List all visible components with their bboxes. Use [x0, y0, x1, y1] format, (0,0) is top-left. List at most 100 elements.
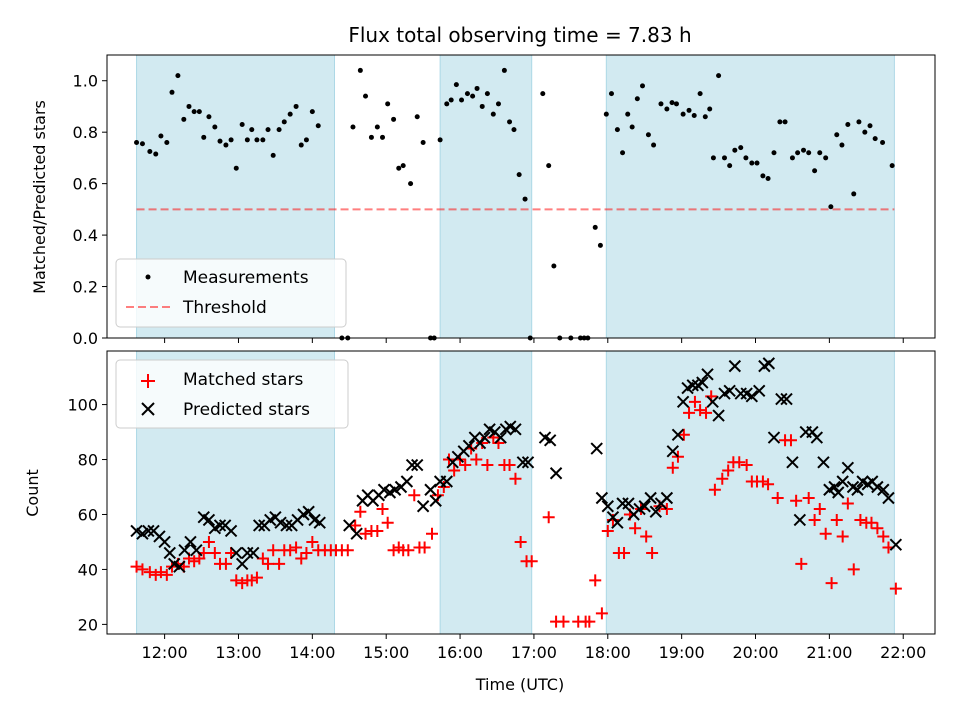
- matched-point: [708, 483, 721, 496]
- bottom-y-tick-label: 20: [78, 615, 98, 634]
- top-panel: 0.0 0.2 0.4 0.6 0.8 1.0 Matched/Predicted sta…: [30, 54, 936, 348]
- top-window-2: [439, 54, 533, 339]
- predicted-point: [516, 456, 530, 469]
- predicted-point: [762, 357, 776, 370]
- matched-point: [722, 464, 735, 477]
- measurement-point: [363, 93, 369, 99]
- matched-point: [349, 519, 362, 532]
- top-window-3: [605, 54, 895, 339]
- matched-point: [688, 395, 701, 408]
- measurement-point: [620, 150, 626, 156]
- predicted-point: [660, 491, 674, 505]
- legend-matched-marker: [141, 374, 155, 388]
- predicted-point: [280, 519, 293, 532]
- measurement-point: [551, 263, 557, 269]
- measurement-point: [658, 101, 664, 107]
- measurement-point: [546, 163, 552, 169]
- measurement-point: [164, 139, 170, 145]
- measurement-point: [501, 67, 507, 73]
- predicted-point: [810, 431, 824, 444]
- measurement-point: [702, 114, 708, 120]
- predicted-point: [595, 491, 609, 505]
- predicted-point: [828, 480, 841, 494]
- measurement-point: [511, 127, 517, 133]
- predicted-point: [728, 359, 742, 373]
- predicted-point: [817, 456, 830, 469]
- bottom-panel: 20 40 60 80 100 12:00 13:00 14:00 15:00 16:00 17:…: [23, 350, 936, 694]
- measurement-point: [244, 137, 250, 143]
- measurement-point: [495, 101, 501, 107]
- predicted-point: [793, 513, 807, 527]
- measurement-point: [444, 101, 450, 107]
- measurement-point: [707, 106, 713, 112]
- top-y-axis-label: Matched/Predicted stars: [30, 100, 49, 294]
- measurement-point: [396, 165, 402, 171]
- measurement-point: [834, 132, 840, 138]
- measurement-point: [217, 138, 223, 144]
- matched-point: [790, 494, 803, 507]
- predicted-point: [241, 546, 254, 560]
- measurement-point: [201, 134, 207, 140]
- bottom-window-2: [439, 350, 533, 635]
- predicted-point: [247, 546, 260, 560]
- measurement-point: [474, 85, 480, 91]
- matched-point: [514, 535, 527, 548]
- matched-point: [666, 461, 679, 474]
- legend-matched-label: Matched stars: [183, 370, 303, 390]
- predicted-point: [184, 535, 197, 549]
- predicted-point: [190, 543, 203, 557]
- matched-point: [583, 615, 596, 628]
- measurement-point: [697, 91, 703, 97]
- measurement-point: [592, 224, 598, 230]
- matched-point: [825, 577, 838, 590]
- measurement-point: [139, 141, 145, 147]
- predicted-point: [706, 395, 719, 409]
- measurement-point: [175, 73, 181, 79]
- x-tick-label: 18:00: [585, 643, 631, 662]
- matched-point: [250, 571, 263, 584]
- top-legend: Measurements Threshold: [115, 258, 347, 328]
- measurement-point: [686, 107, 692, 113]
- predicted-point: [622, 497, 635, 510]
- predicted-point: [701, 368, 714, 381]
- measurement-point: [608, 91, 614, 97]
- matched-point: [854, 513, 867, 526]
- predicted-point: [712, 409, 725, 422]
- predicted-point: [178, 543, 191, 557]
- matched-point: [700, 406, 713, 419]
- matched-point: [245, 574, 258, 587]
- matched-point: [236, 577, 249, 590]
- matched-point: [154, 566, 167, 579]
- measurement-point: [823, 155, 829, 161]
- predicted-point: [543, 434, 557, 447]
- matched-point: [376, 502, 389, 515]
- predicted-point: [649, 505, 663, 518]
- predicted-point: [666, 445, 679, 458]
- predicted-point: [676, 395, 690, 409]
- measurement-point: [710, 155, 716, 161]
- matched-point: [262, 557, 275, 570]
- measurement-point: [839, 142, 845, 148]
- matched-point: [784, 434, 797, 447]
- matched-point: [341, 544, 354, 557]
- matched-point: [408, 489, 421, 502]
- measurement-point: [625, 111, 631, 117]
- matched-point: [542, 511, 555, 524]
- matched-point: [503, 459, 516, 472]
- measurement-point: [191, 109, 197, 115]
- bottom-y-tick-label: 100: [67, 396, 98, 415]
- measurement-point: [651, 142, 657, 148]
- measurement-point: [281, 119, 287, 125]
- matched-point: [359, 527, 372, 540]
- matched-point: [733, 456, 746, 469]
- matched-point: [290, 541, 303, 554]
- predicted-point: [832, 486, 845, 499]
- measurement-point: [856, 119, 862, 125]
- legend-predicted-marker: [141, 402, 155, 416]
- matched-point: [629, 522, 642, 535]
- predicted-point: [252, 519, 266, 532]
- top-y-tick-label: 0.4: [73, 226, 98, 245]
- measurement-point: [459, 97, 465, 103]
- matched-point: [267, 544, 280, 557]
